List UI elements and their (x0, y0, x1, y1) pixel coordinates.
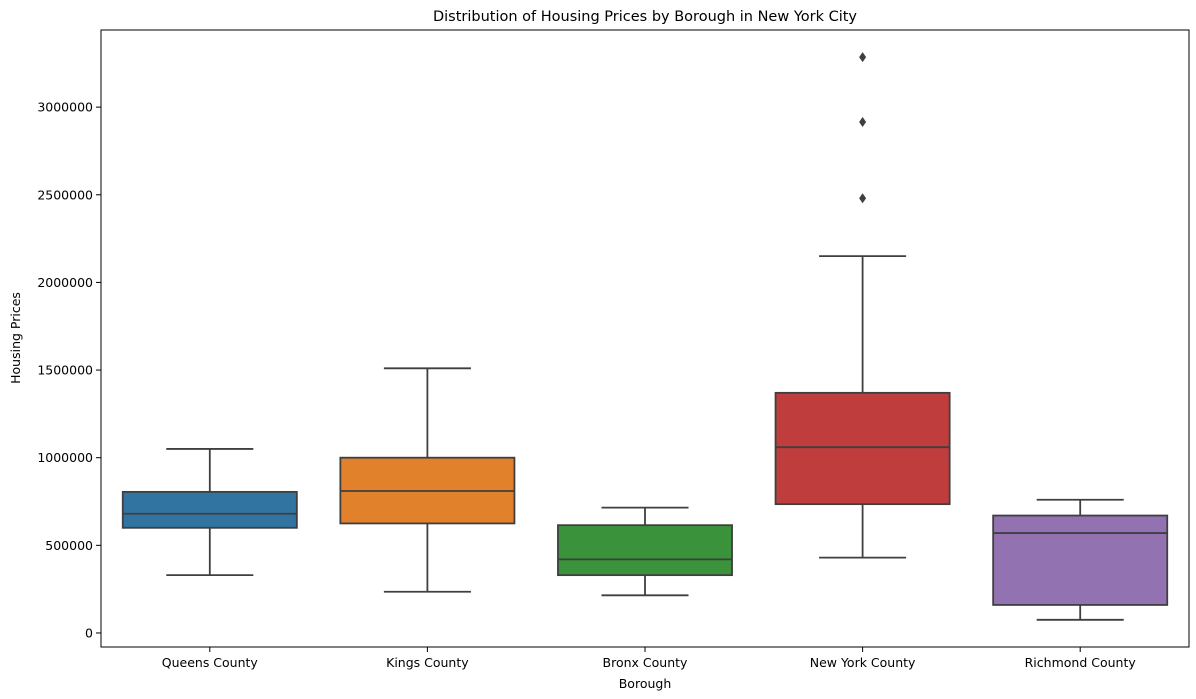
box-richmond-county (992, 498, 1169, 621)
outlier-point (859, 193, 867, 204)
boxes (121, 52, 1169, 621)
box-new-york-county (774, 52, 951, 559)
x-tick-label: Bronx County (603, 655, 689, 670)
iqr-box (121, 490, 298, 529)
x-tick-label: Richmond County (1025, 655, 1137, 670)
y-axis-label: Housing Prices (8, 292, 23, 384)
iqr-box (557, 524, 733, 577)
x-tick-label: Queens County (162, 655, 259, 670)
outlier-point (859, 52, 867, 63)
y-tick-label: 3000000 (37, 100, 93, 115)
y-tick-label: 2000000 (37, 275, 93, 290)
x-tick-label: New York County (810, 655, 916, 670)
x-axis-label: Borough (619, 676, 672, 691)
y-tick-label: 1000000 (37, 450, 93, 465)
y-tick-label: 2500000 (37, 187, 93, 202)
box-kings-county (339, 367, 516, 593)
y-tick-label: 500000 (45, 538, 93, 553)
box-bronx-county (557, 506, 733, 597)
y-tick-label: 1500000 (37, 363, 93, 378)
y-tick-label: 0 (85, 625, 93, 640)
iqr-box (774, 391, 951, 506)
y-axis: 0 500000 1000000 1500000 2000000 2500000 30000… (37, 100, 101, 640)
chart-title: Distribution of Housing Prices by Boroug… (433, 9, 857, 25)
iqr-box (992, 514, 1169, 606)
x-axis: Queens County Kings County Bronx County New… (162, 647, 1137, 670)
box-queens-county (121, 448, 298, 577)
x-tick-label: Kings County (386, 655, 469, 670)
outlier-point (859, 117, 867, 128)
